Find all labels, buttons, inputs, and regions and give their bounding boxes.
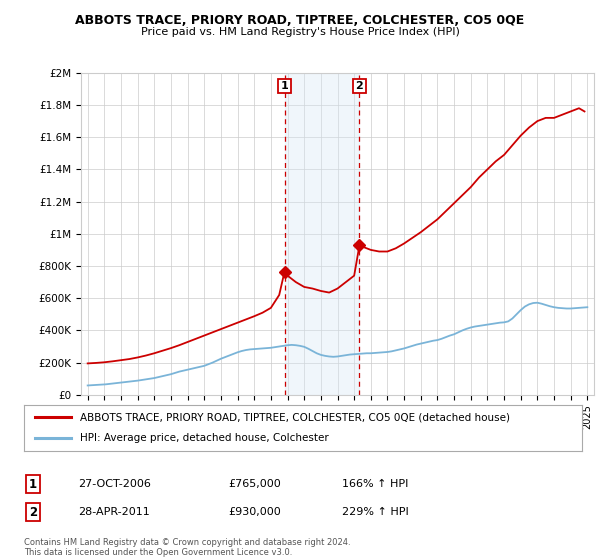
Text: 27-OCT-2006: 27-OCT-2006 <box>78 479 151 489</box>
Text: 1: 1 <box>281 81 289 91</box>
Bar <box>284 73 359 395</box>
Text: Price paid vs. HM Land Registry's House Price Index (HPI): Price paid vs. HM Land Registry's House … <box>140 27 460 37</box>
Text: 229% ↑ HPI: 229% ↑ HPI <box>342 507 409 517</box>
Text: 166% ↑ HPI: 166% ↑ HPI <box>342 479 409 489</box>
Text: £765,000: £765,000 <box>228 479 281 489</box>
Text: 2: 2 <box>29 506 37 519</box>
Text: HPI: Average price, detached house, Colchester: HPI: Average price, detached house, Colc… <box>80 433 329 444</box>
Text: 1: 1 <box>29 478 37 491</box>
Text: Contains HM Land Registry data © Crown copyright and database right 2024.
This d: Contains HM Land Registry data © Crown c… <box>24 538 350 557</box>
Text: 28-APR-2011: 28-APR-2011 <box>78 507 150 517</box>
Text: £930,000: £930,000 <box>228 507 281 517</box>
Text: ABBOTS TRACE, PRIORY ROAD, TIPTREE, COLCHESTER, CO5 0QE (detached house): ABBOTS TRACE, PRIORY ROAD, TIPTREE, COLC… <box>80 412 510 422</box>
Text: 2: 2 <box>356 81 364 91</box>
Text: ABBOTS TRACE, PRIORY ROAD, TIPTREE, COLCHESTER, CO5 0QE: ABBOTS TRACE, PRIORY ROAD, TIPTREE, COLC… <box>76 14 524 27</box>
